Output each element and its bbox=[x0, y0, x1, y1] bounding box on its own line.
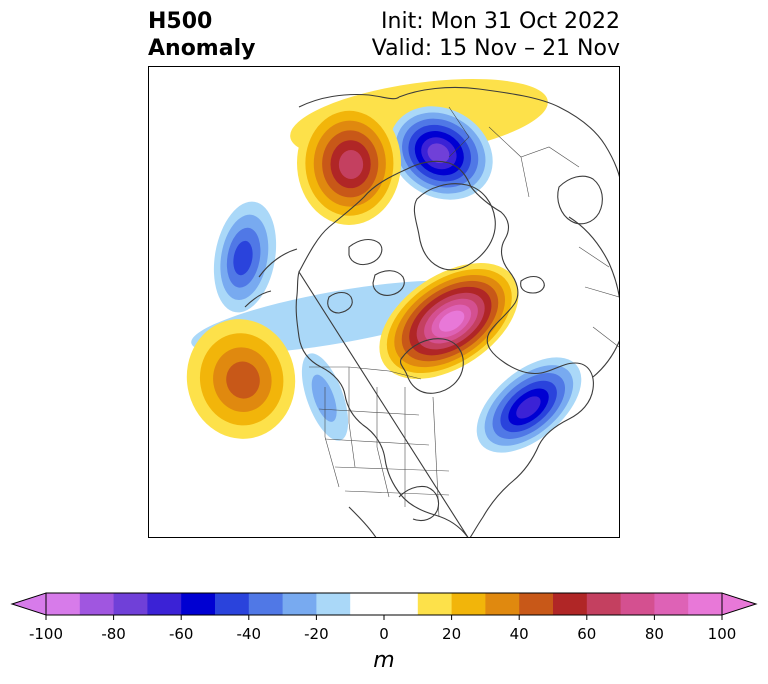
anomaly-map bbox=[186, 79, 619, 537]
colorbar-swatches bbox=[10, 592, 758, 616]
anomaly-positive-3 bbox=[297, 101, 401, 225]
colorbar-swatch bbox=[79, 593, 115, 615]
colorbar-tick-label: 0 bbox=[379, 625, 389, 643]
colorbar-swatch bbox=[316, 593, 351, 615]
anomaly-positive-1 bbox=[379, 263, 519, 379]
colorbar-swatch bbox=[553, 593, 588, 615]
anomaly-negative-2 bbox=[476, 357, 582, 453]
colorbar-tick-label: 40 bbox=[510, 625, 529, 643]
colorbar-swatch bbox=[147, 593, 182, 615]
colorbar-tick-label: 60 bbox=[577, 625, 596, 643]
colorbar-swatch bbox=[215, 593, 250, 615]
colorbar-graphic: -100 -80 -60 -40 -20 0 20 40 60 80 100 m bbox=[10, 592, 758, 673]
init-date: Init: Mon 31 Oct 2022 bbox=[381, 9, 620, 34]
colorbar-swatch bbox=[181, 593, 216, 615]
colorbar-tick-label: -20 bbox=[304, 625, 329, 643]
colorbar-tick-label: -60 bbox=[169, 625, 194, 643]
anomaly-positive-5 bbox=[186, 319, 296, 439]
colorbar-tick-label: -40 bbox=[237, 625, 262, 643]
colorbar-tick-label: 100 bbox=[708, 625, 737, 643]
colorbar-ticks: -100 -80 -60 -40 -20 0 20 40 60 80 100 bbox=[29, 615, 736, 643]
contour-level--40 bbox=[233, 240, 253, 276]
colorbar-swatch bbox=[688, 593, 723, 615]
colorbar-swatch bbox=[417, 593, 453, 615]
colorbar-tick-label: 20 bbox=[442, 625, 461, 643]
colorbar-swatch bbox=[248, 593, 284, 615]
colorbar-swatch bbox=[485, 593, 520, 615]
colorbar-swatch bbox=[384, 593, 419, 615]
anomaly-contours bbox=[186, 79, 582, 453]
colorbar-tick-label: -80 bbox=[101, 625, 126, 643]
coastlines bbox=[244, 86, 619, 537]
contour-level-40 bbox=[226, 361, 260, 399]
plot-title: H500 Anomaly bbox=[148, 8, 255, 62]
contour-level--70 bbox=[427, 143, 450, 164]
variable-label: H500 bbox=[148, 9, 213, 34]
colorbar-swatch bbox=[620, 593, 655, 615]
anomaly-negative-0 bbox=[389, 106, 493, 200]
colorbar: -100 -80 -60 -40 -20 0 20 40 60 80 100 m bbox=[0, 585, 768, 684]
colorbar-swatch bbox=[113, 593, 148, 615]
anomaly-label: Anomaly bbox=[148, 36, 256, 61]
contour-level-90 bbox=[438, 310, 465, 332]
colorbar-swatch bbox=[282, 593, 317, 615]
colorbar-extend-min bbox=[10, 592, 47, 616]
colorbar-tick-label: 80 bbox=[645, 625, 664, 643]
colorbar-unit-label: m bbox=[373, 648, 394, 673]
colorbar-tick-label: -100 bbox=[29, 625, 63, 643]
contour-level--60 bbox=[516, 396, 541, 419]
anomaly-negative-4 bbox=[213, 201, 277, 313]
colorbar-swatch bbox=[350, 593, 385, 615]
colorbar-swatch bbox=[519, 593, 554, 615]
colorbar-swatch bbox=[46, 593, 81, 615]
colorbar-extend-max bbox=[721, 592, 758, 616]
colorbar-swatch bbox=[654, 593, 689, 615]
map-panel bbox=[148, 66, 620, 538]
plot-dates: Init: Mon 31 Oct 2022 Valid: 15 Nov – 21… bbox=[372, 8, 620, 62]
colorbar-swatch bbox=[451, 593, 486, 615]
valid-range: Valid: 15 Nov – 21 Nov bbox=[371, 36, 620, 61]
contour-level--20 bbox=[311, 374, 337, 422]
contour-level-60 bbox=[338, 150, 364, 179]
colorbar-swatch bbox=[586, 593, 622, 615]
political-borders bbox=[309, 106, 619, 518]
